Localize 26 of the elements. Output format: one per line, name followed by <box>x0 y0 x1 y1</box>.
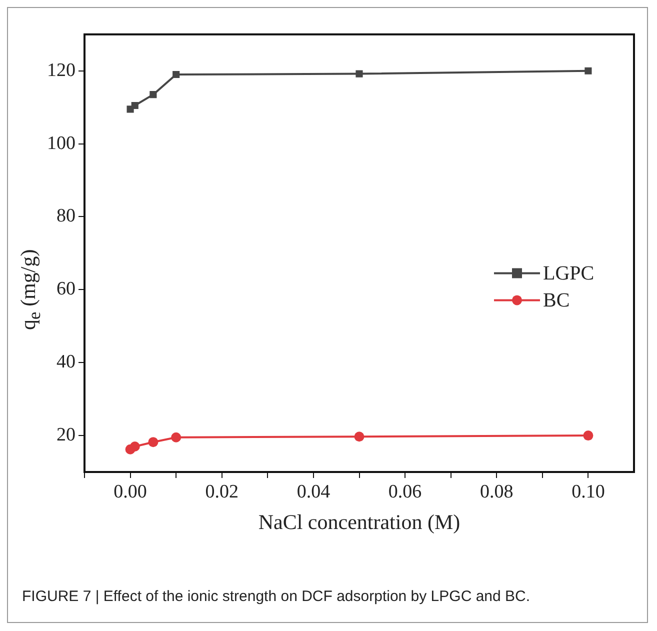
y-tick-label: 40 <box>56 352 76 373</box>
y-tick-label: 80 <box>56 206 76 227</box>
y-tick-label: 20 <box>56 424 76 446</box>
legend-label: LGPC <box>543 262 594 284</box>
point <box>354 432 364 442</box>
point <box>148 437 158 448</box>
point <box>150 91 157 98</box>
legend-label: BC <box>543 289 570 312</box>
y-tick-label: 60 <box>56 278 76 300</box>
caption: FIGURE 7 | Effect of the ionic strength on DCF adsorption by LPGC and BC. <box>22 588 530 605</box>
y-tick-label: 100 <box>47 132 76 154</box>
y-tick-label: 120 <box>47 60 76 81</box>
point <box>131 102 138 110</box>
x-tick-label: 0.08 <box>480 481 514 502</box>
point <box>171 432 182 442</box>
point <box>130 441 140 452</box>
x-tick-label: 0.10 <box>572 481 605 502</box>
point <box>584 67 592 74</box>
x-tick-label: 0.06 <box>388 481 422 502</box>
x-tick-label: 0.00 <box>114 481 147 502</box>
point <box>583 430 594 441</box>
point <box>356 70 363 78</box>
x-axis-title: NaCl concentration (M) <box>258 510 460 534</box>
point <box>172 70 180 78</box>
x-tick-label: 0.02 <box>205 481 238 502</box>
x-tick-label: 0.04 <box>296 481 331 502</box>
